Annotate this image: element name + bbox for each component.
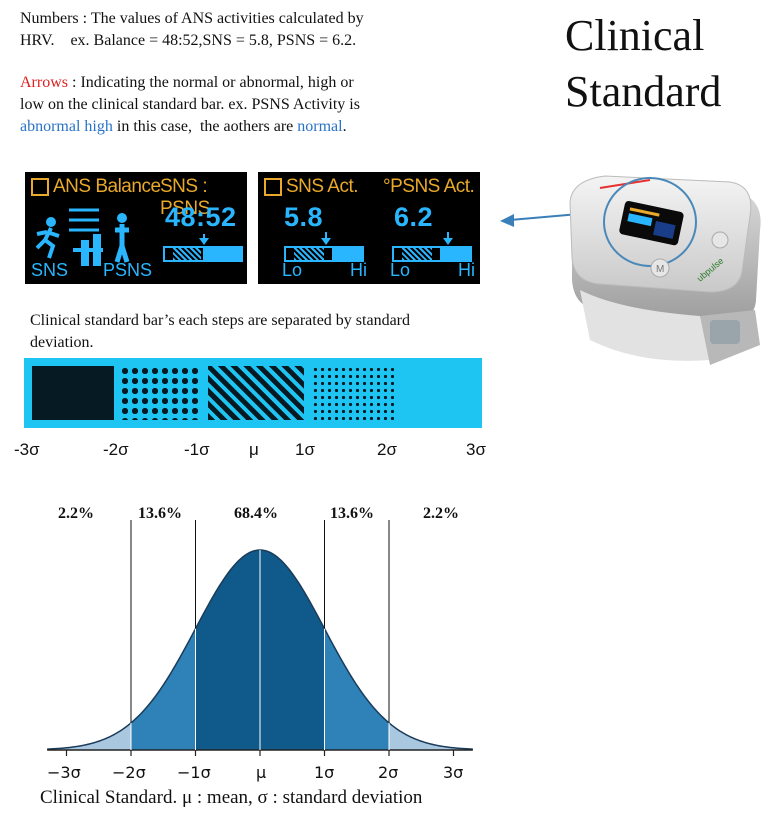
pct-label-plus2: 13.6%	[330, 505, 374, 522]
pct-label-minus3: 2.2%	[58, 505, 94, 522]
sns-standard-bar	[284, 246, 364, 262]
sns-bar-fill	[332, 248, 362, 260]
curve-region-4	[389, 722, 473, 750]
sigma-label-plus1: 1σ	[295, 440, 315, 459]
psns-bar-fill	[440, 248, 470, 260]
abnormal-high-text: abnormal high	[20, 118, 113, 135]
bar-caption-line-2: deviation.	[30, 334, 94, 351]
check-icon	[264, 178, 282, 196]
psns-standard-bar	[392, 246, 472, 262]
psns-act-title: °PSNS Act.	[383, 176, 475, 197]
device-m-button: M	[656, 264, 664, 275]
psns-value: 6.2	[394, 202, 434, 232]
balance-bar-pattern	[173, 248, 201, 260]
axis-tick-plus2: 2σ	[378, 763, 399, 782]
pct-label-plus3: 2.2%	[423, 505, 459, 522]
description-line-5: abnormal high in this case, the aothers …	[20, 116, 540, 138]
sns-psns-title: SNS : PSNS	[160, 176, 210, 219]
balance-standard-bar	[163, 246, 243, 262]
arrows-word: Arrows	[20, 74, 68, 91]
psns-hi-label: Hi	[458, 260, 475, 280]
bar-segment-minus1	[208, 366, 304, 420]
normal-text: normal	[297, 118, 343, 135]
psns-bar-pattern	[402, 248, 432, 260]
title-line-2: Standard	[565, 67, 722, 116]
activity-screen: SNS Act. °PSNS Act. 5.8 6.2 Lo Hi Lo Hi	[258, 172, 480, 284]
description-line-1: Numbers : The values of ANS activities c…	[20, 10, 364, 27]
chart-caption: Clinical Standard. μ : mean, σ : standar…	[40, 787, 423, 808]
bar-segment-minus3	[32, 366, 114, 420]
oximeter-device-image: M ubpulse	[569, 175, 761, 365]
description-end: .	[342, 118, 347, 135]
sigma-label-minus2: -2σ	[103, 440, 129, 459]
balance-arrow-stem	[203, 234, 205, 240]
sigma-label-minus3: -3σ	[14, 440, 40, 459]
sns-value: 5.8	[284, 202, 324, 232]
psns-down-arrow-icon	[443, 238, 453, 245]
ans-balance-screen: ANS Balance SNS : PSNS SNS PSNS 48:52	[25, 172, 247, 284]
arrows-rest: : Indicating the normal or abnormal, hig…	[68, 74, 354, 91]
axis-tick-plus3: 3σ	[443, 763, 464, 782]
balance-bar-fill	[203, 248, 241, 260]
description-line-4: low on the clinical standard bar. ex. PS…	[20, 96, 360, 113]
axis-tick-mu: μ	[256, 763, 267, 782]
curve-region-0	[47, 722, 131, 750]
bar-segment-plus1	[312, 366, 394, 420]
pct-label-minus2: 13.6%	[138, 505, 182, 522]
bar-segment-minus2	[120, 366, 202, 420]
bar-caption-line-1: Clinical standard bar’s each steps are s…	[30, 312, 410, 329]
axis-tick-plus1: 1σ	[314, 763, 335, 782]
page-title: Clinical Standard	[565, 8, 721, 120]
description-block: Numbers : The values of ANS activities c…	[20, 8, 540, 138]
sns-down-arrow-icon	[321, 238, 331, 245]
bar-caption: Clinical standard bar’s each steps are s…	[30, 310, 530, 354]
axis-tick-minus1: −1σ	[177, 763, 211, 782]
description-mid-text: in this case, the aothers are	[112, 118, 298, 135]
sns-act-title: SNS Act.	[286, 176, 359, 197]
psns-arrow-stem	[447, 232, 449, 240]
ans-balance-title: ANS Balance	[53, 176, 161, 197]
psns-lo-label: Lo	[390, 260, 411, 280]
sigma-label-plus2: 2σ	[377, 440, 397, 459]
axis-tick-minus3: −3σ	[47, 763, 81, 782]
pct-label-center: 68.4%	[234, 505, 278, 522]
sns-label: SNS	[31, 260, 69, 280]
description-line-3: Arrows : Indicating the normal or abnorm…	[20, 72, 540, 94]
check-icon	[31, 178, 49, 196]
sns-arrow-stem	[325, 232, 327, 240]
description-line-2: HRV. ex. Balance = 48:52,SNS = 5.8, PSNS…	[20, 32, 357, 49]
sigma-label-mu: μ	[249, 440, 259, 459]
normal-distribution-chart	[47, 520, 473, 756]
sigma-label-plus3: 3σ	[466, 440, 486, 459]
clinical-standard-bar	[24, 358, 482, 428]
axis-tick-minus2: −2σ	[112, 763, 146, 782]
sigma-label-minus1: -1σ	[184, 440, 210, 459]
sns-hi-label: Hi	[350, 260, 367, 280]
title-line-1: Clinical	[565, 11, 705, 60]
psns-label: PSNS	[103, 260, 153, 280]
sns-bar-pattern	[294, 248, 324, 260]
balance-down-arrow-icon	[199, 238, 209, 245]
ans-figures-icon	[35, 208, 130, 266]
balance-value: 48:52	[165, 202, 237, 232]
sns-lo-label: Lo	[282, 260, 303, 280]
